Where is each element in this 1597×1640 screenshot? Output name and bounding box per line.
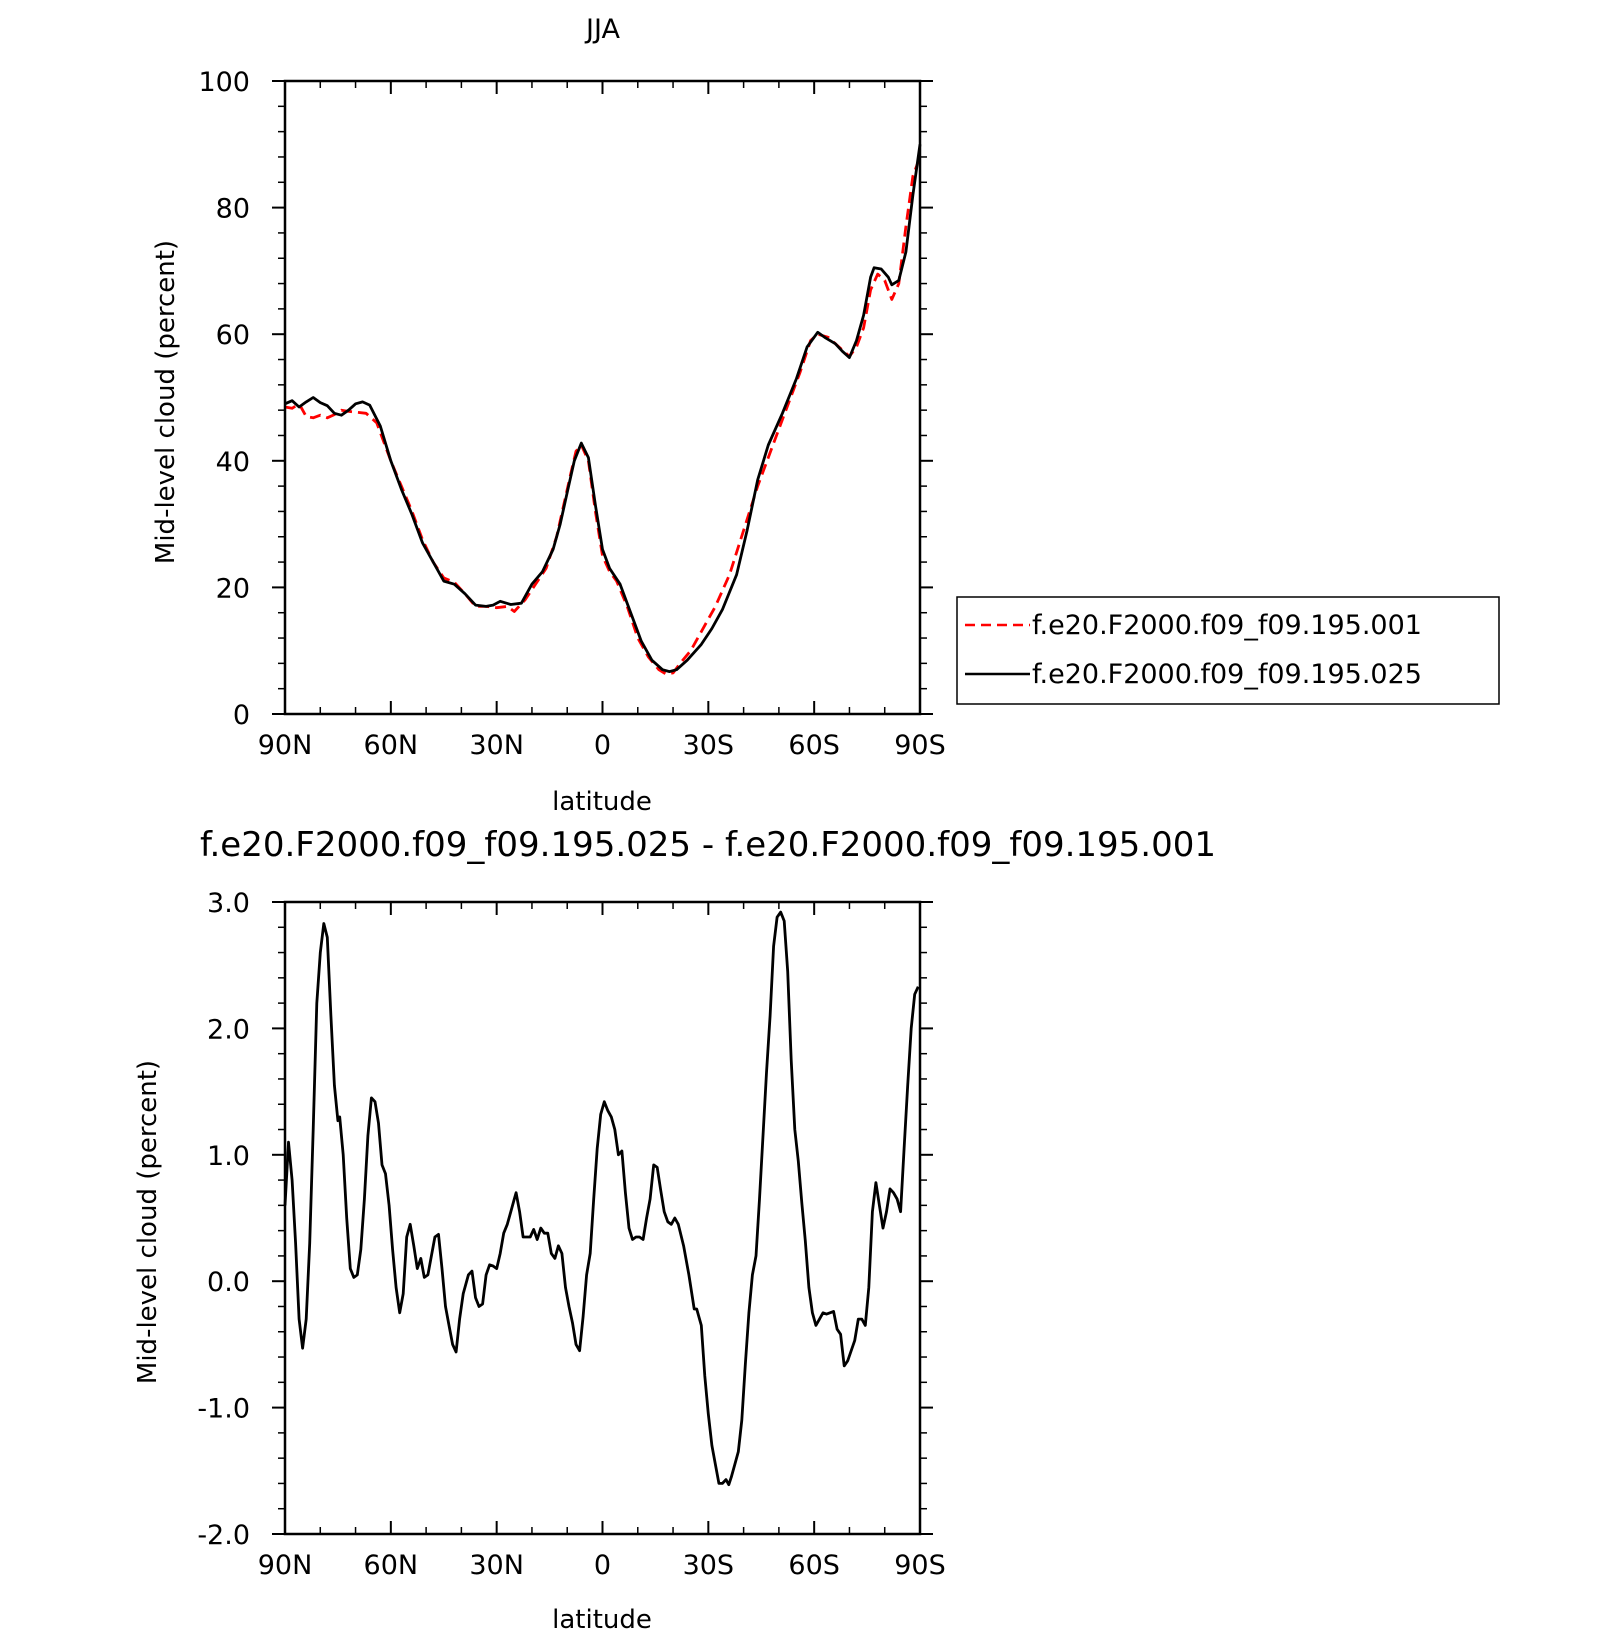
x-tick-label: 90N <box>258 1550 313 1581</box>
x-tick-label: 30S <box>683 730 735 761</box>
x-tick-label: 60S <box>788 730 840 761</box>
x-axis-label: latitude <box>552 1605 652 1635</box>
series-line-1 <box>283 910 920 1487</box>
x-tick-label: 90S <box>894 1550 946 1581</box>
x-tick-label: 0 <box>594 1550 611 1581</box>
plot-frame <box>283 900 922 1536</box>
x-axis-label: latitude <box>552 787 652 817</box>
series-group <box>283 910 920 1487</box>
x-tick-label: 90S <box>894 730 946 761</box>
y-tick-label: -1.0 <box>197 1394 250 1425</box>
y-tick-label: 2.0 <box>207 1014 250 1045</box>
x-tick-label: 30S <box>683 1550 735 1581</box>
y-tick-label: 3.0 <box>207 888 250 919</box>
chart-title: f.e20.F2000.f09_f09.195.025 - f.e20.F200… <box>200 825 1216 865</box>
tick-group: 90N 60N 30N 0 30S 60S 90S 0 20 40 60 80 100 <box>198 67 945 761</box>
panel-bottom: f.e20.F2000.f09_f09.195.025 - f.e20.F200… <box>133 825 1216 1635</box>
legend: f.e20.F2000.f09_f09.195.001 f.e20.F2000.… <box>956 596 1500 705</box>
x-tick-label: 30N <box>469 730 524 761</box>
series-line-2 <box>284 144 922 673</box>
y-tick-label: 0.0 <box>207 1267 250 1298</box>
x-tick-label: 0 <box>594 730 611 761</box>
y-tick-label: -2.0 <box>197 1520 250 1551</box>
legend-label-series-1: f.e20.F2000.f09_f09.195.001 <box>1032 610 1422 641</box>
y-tick-label: 60 <box>216 320 250 351</box>
chart-title: JJA <box>584 14 620 45</box>
series-group <box>284 144 922 676</box>
x-tick-label: 60S <box>788 1550 840 1581</box>
series-line-1 <box>284 156 922 676</box>
x-tick-label: 30N <box>469 1550 524 1581</box>
y-axis-label: Mid-level cloud (percent) <box>133 1060 163 1384</box>
y-tick-label: 0 <box>233 700 250 731</box>
x-tick-label: 60N <box>364 1550 419 1581</box>
legend-label-series-2: f.e20.F2000.f09_f09.195.025 <box>1032 659 1422 690</box>
y-tick-label: 40 <box>216 447 250 478</box>
x-tick-label: 90N <box>258 730 313 761</box>
legend-box <box>956 596 1500 705</box>
y-tick-label: 100 <box>198 67 250 98</box>
y-tick-label: 1.0 <box>207 1141 250 1172</box>
y-axis-label: Mid-level cloud (percent) <box>151 240 181 564</box>
y-tick-label: 20 <box>216 573 250 604</box>
plot-frame <box>283 79 922 716</box>
x-tick-label: 60N <box>364 730 419 761</box>
y-tick-label: 80 <box>216 194 250 225</box>
panel-top: JJA Mid-level cloud (percent) latitude 9… <box>151 14 1500 817</box>
